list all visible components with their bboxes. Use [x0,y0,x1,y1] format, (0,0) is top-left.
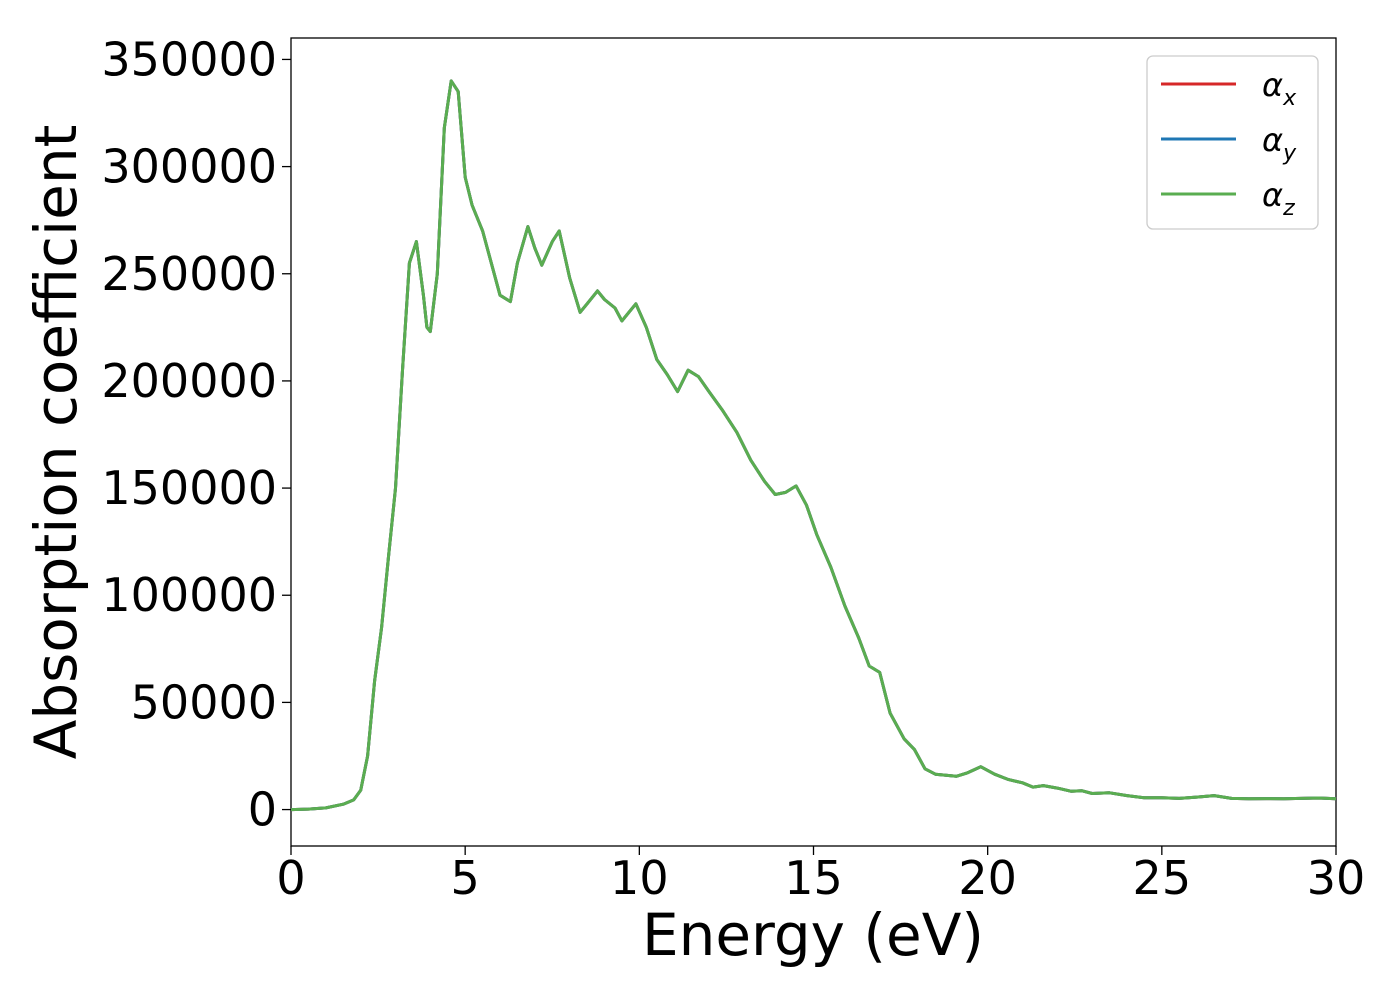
legend-box [1146,55,1319,230]
y-tick-label: 150000 [101,461,277,515]
legend-label: αy [1262,121,1297,166]
series-line-3 [290,79,1337,812]
y-tick-label: 350000 [101,32,277,86]
y-tick-label: 0 [248,783,277,837]
x-axis-ticks: 0 5 10 15 20 25 30 [276,846,1365,905]
series-layer [290,79,1337,812]
y-tick-label: 200000 [101,354,277,408]
x-tick-label: 0 [276,851,305,905]
legend-label: αz [1262,176,1295,221]
legend: αx αy αz [1146,55,1319,230]
y-tick-label: 50000 [131,675,277,729]
x-axis-label: Energy (eV) [642,901,984,969]
legend-label: αx [1262,66,1297,111]
x-tick-label: 30 [1307,851,1366,905]
y-axis-label: Absorption coefficient [22,125,90,760]
x-tick-label: 10 [610,851,669,905]
x-tick-label: 20 [958,851,1017,905]
x-tick-label: 15 [784,851,843,905]
x-tick-label: 5 [451,851,480,905]
y-axis-ticks: 0 50000 100000 150000 200000 250000 300000 3500… [101,32,291,837]
y-tick-label: 250000 [101,247,277,301]
y-tick-label: 300000 [101,140,277,194]
x-tick-label: 25 [1133,851,1192,905]
y-tick-label: 100000 [101,568,277,622]
